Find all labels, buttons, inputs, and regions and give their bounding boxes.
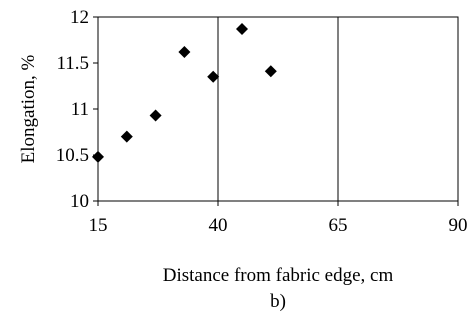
data-point [207, 70, 220, 83]
data-point [178, 45, 191, 58]
plot-area [97, 16, 459, 202]
data-point [149, 109, 162, 122]
data-point [264, 65, 277, 78]
x-axis-ticks: 15 40 65 90 [89, 201, 468, 236]
y-tick-label: 11 [71, 99, 89, 120]
x-tick-label: 65 [329, 215, 348, 236]
y-tick-label: 10 [70, 191, 89, 212]
x-tick-label: 40 [209, 215, 228, 236]
data-point [92, 150, 104, 163]
chart-caption: b) [270, 291, 286, 312]
data-point [236, 22, 248, 35]
data-point [120, 130, 133, 143]
y-tick-label: 10.5 [56, 145, 89, 166]
gridlines [217, 17, 339, 201]
y-axis-ticks: 10 10.5 11 11.5 12 [56, 7, 98, 212]
y-tick-label: 11.5 [56, 53, 89, 74]
y-axis-label: Elongation, % [18, 54, 39, 163]
x-axis-label: Distance from fabric edge, cm [163, 265, 394, 286]
y-tick-label: 12 [70, 7, 89, 28]
data-points [92, 22, 277, 163]
x-tick-label: 15 [89, 215, 108, 236]
x-tick-label: 90 [449, 215, 468, 236]
